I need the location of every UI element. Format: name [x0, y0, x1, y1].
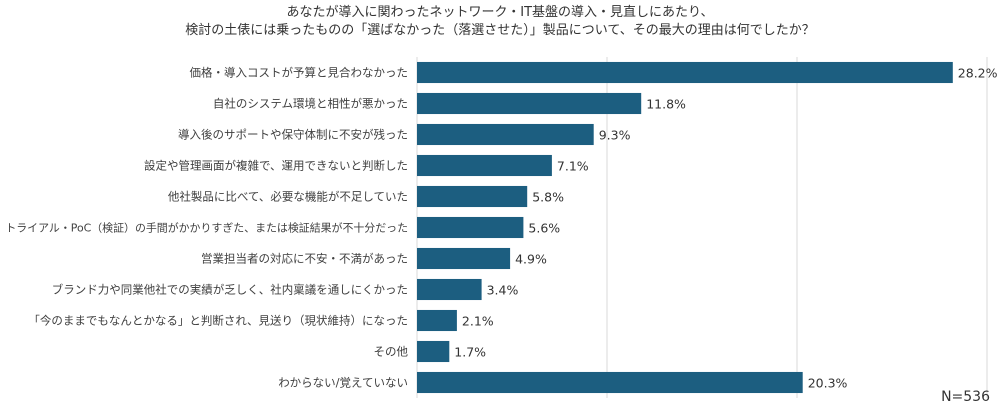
value-label: 5.6%: [528, 221, 560, 236]
value-label: 1.7%: [454, 345, 486, 360]
bar: [417, 154, 552, 177]
category-label: 価格・導入コストが予算と見合わなかった: [190, 66, 409, 80]
category-label: 自社のシステム環境と相性が悪かった: [213, 97, 408, 111]
bar: [417, 340, 450, 363]
category-label: 「今のままでもなんとかなる」と判断され、見送り（現状維持）になった: [28, 314, 408, 328]
value-label: 3.4%: [487, 283, 519, 298]
value-label: 20.3%: [808, 376, 848, 391]
bar: [417, 247, 511, 270]
category-label: ブランド力や同業他社での実績が乏しく、社内稟議を通しにくかった: [52, 283, 408, 297]
value-label: 28.2%: [958, 66, 998, 81]
value-label: 5.8%: [532, 190, 564, 205]
value-label: 9.3%: [599, 128, 631, 143]
bar: [417, 371, 803, 394]
category-label: その他: [374, 345, 409, 359]
bar: [417, 123, 594, 146]
category-label: 導入後のサポートや保守体制に不安が残った: [178, 128, 408, 142]
chart-title-line-1: あなたが導入に関わったネットワーク・IT基盤の導入・見直しにあたり、: [287, 5, 714, 20]
bar: [417, 61, 953, 84]
bar: [417, 278, 482, 301]
value-label: 2.1%: [462, 314, 494, 329]
category-label: 他社製品に比べて、必要な機能が不足していた: [168, 190, 408, 204]
category-label: トライアル・PoC（検証）の手間がかかりすぎた、または検証結果が不十分だった: [5, 221, 408, 235]
value-labels: 28.2% 11.8% 9.3% 7.1% 5.8% 5.6% 4.9% 3.4% 2.1% 1.…: [454, 66, 997, 391]
bars: [417, 61, 953, 394]
category-label: わからない/覚えていない: [278, 376, 408, 390]
sample-size-note: N=536: [941, 389, 990, 405]
value-label: 4.9%: [515, 252, 547, 267]
bar: [417, 216, 524, 239]
chart-title-line-2: 検討の土俵には乗ったものの「選ばなかった（落選させた）」製品について、その最大の…: [185, 22, 814, 38]
value-label: 7.1%: [557, 159, 589, 174]
bar: [417, 185, 528, 208]
category-label: 営業担当者の対応に不安・不満があった: [201, 252, 408, 266]
bar: [417, 92, 642, 115]
chart-title: あなたが導入に関わったネットワーク・IT基盤の導入・見直しにあたり、 検討の土俵…: [185, 5, 814, 38]
bar: [417, 309, 457, 332]
category-labels: 価格・導入コストが予算と見合わなかった自社のシステム環境と相性が悪かった導入後の…: [5, 66, 408, 390]
category-label: 設定や管理画面が複雑で、運用できないと判断した: [144, 159, 408, 173]
value-label: 11.8%: [646, 97, 686, 112]
